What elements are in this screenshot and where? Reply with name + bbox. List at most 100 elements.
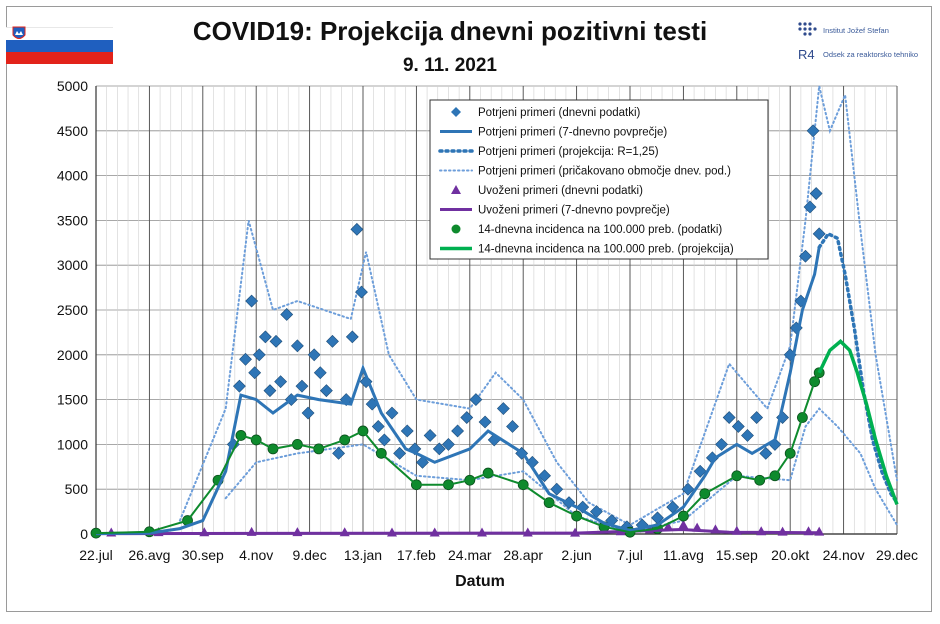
- imported-avg-line: [95, 527, 820, 536]
- daily-confirmed-point: [809, 187, 823, 200]
- r4-logo-text: R4: [798, 47, 815, 62]
- daily-confirmed-point: [239, 352, 252, 366]
- daily-confirmed-point: [741, 429, 754, 442]
- x-tick-label: 30.sep: [182, 547, 224, 563]
- daily-confirmed-point: [355, 285, 368, 299]
- daily-confirmed-point: [400, 424, 414, 438]
- coat-of-arms-icon: [12, 26, 26, 39]
- axis-layer: 0 500 1000 1500 2000 2500 3000 3500 4000 4500 5000…: [57, 78, 918, 563]
- chart-frame: [6, 6, 932, 612]
- daily-confirmed-point: [393, 446, 407, 460]
- legend-label: Uvoženi primeri (7-dnevno povprečje): [478, 205, 670, 217]
- incidence-data-line: [95, 372, 821, 535]
- legend-label: 14-dnevna incidenca na 100.000 preb. (pr…: [478, 244, 734, 256]
- legend-item: Potrjeni primeri (projekcija: R=1,25): [438, 146, 659, 158]
- daily-confirmed-point: [759, 446, 773, 460]
- y-tick-label: 2000: [57, 347, 88, 363]
- y-tick-label: 1500: [57, 392, 88, 408]
- y-tick-label: 0: [80, 526, 88, 542]
- daily-confirmed-point: [722, 411, 736, 424]
- legend-item: 14-dnevna incidenca na 100.000 preb. (po…: [451, 224, 722, 236]
- department-name: Odsek za reaktorsko tehniko: [823, 49, 919, 59]
- confirmed-avg-line: [95, 247, 821, 536]
- y-tick-label: 4000: [57, 168, 88, 184]
- y-tick-label: 3000: [57, 257, 88, 273]
- y-tick-label: 1000: [57, 436, 88, 452]
- ijs-logo-icon: [798, 22, 817, 36]
- daily-imported-point: [678, 519, 689, 529]
- institute-name: Institut Jožef Stefan: [823, 25, 889, 35]
- daily-confirmed-point: [460, 411, 474, 424]
- legend-label: 14-dnevna incidenca na 100.000 preb. (po…: [478, 224, 722, 236]
- daily-confirmed-point: [385, 406, 399, 420]
- daily-confirmed-point: [750, 411, 764, 424]
- daily-imported-point: [814, 526, 825, 536]
- expected-range-line: [178, 85, 898, 527]
- daily-confirmed-point: [313, 366, 327, 380]
- legend-item: Uvoženi primeri (dnevni podatki): [451, 185, 643, 197]
- daily-confirmed-point: [258, 330, 272, 344]
- incidence-projection-line: [817, 339, 899, 506]
- expected-range-line: [224, 407, 898, 534]
- daily-confirmed-point: [538, 469, 551, 483]
- daily-confirmed-point: [290, 339, 304, 353]
- line-layer: [95, 231, 899, 536]
- x-tick-label: 24.mar: [448, 547, 492, 563]
- daily-confirmed-point: [269, 334, 283, 348]
- daily-confirmed-point: [432, 442, 446, 456]
- daily-confirmed-point: [263, 384, 277, 398]
- daily-confirmed-point: [350, 222, 364, 236]
- daily-confirmed-point: [469, 393, 483, 407]
- legend-label: Potrjeni primeri (7-dnevno povprečje): [478, 127, 667, 139]
- daily-confirmed-point: [416, 455, 429, 469]
- daily-confirmed-point: [245, 294, 259, 308]
- x-tick-label: 17.feb: [397, 547, 436, 563]
- chart-date: 9. 11. 2021: [402, 55, 498, 76]
- daily-confirmed-point: [506, 420, 519, 433]
- daily-confirmed-point: [803, 200, 817, 214]
- legend-diamond-icon: [451, 107, 461, 117]
- y-tick-label: 3500: [57, 212, 88, 228]
- daily-confirmed-point: [307, 348, 321, 362]
- x-tick-label: 29.dec: [876, 547, 918, 563]
- daily-confirmed-point: [423, 429, 437, 442]
- daily-confirmed-point: [345, 330, 359, 344]
- daily-confirmed-point: [248, 366, 262, 380]
- daily-confirmed-point: [332, 446, 346, 460]
- legend-label: Potrjeni primeri (pričakovano območje dn…: [478, 166, 731, 178]
- legend-item: Uvoženi primeri (7-dnevno povprečje): [440, 205, 670, 217]
- daily-confirmed-point: [232, 379, 246, 393]
- x-tick-label: 20.okt: [771, 547, 809, 563]
- chart-title: COVID19: Projekcija dnevni pozitivni tes…: [192, 16, 708, 46]
- daily-confirmed-point: [812, 227, 826, 241]
- legend: Potrjeni primeri (dnevni podatki) Potrjen…: [429, 99, 769, 260]
- daily-confirmed-point: [377, 433, 391, 447]
- x-tick-label: 26.avg: [128, 547, 170, 563]
- daily-confirmed-point: [442, 437, 455, 451]
- x-tick-label: 28.apr: [503, 547, 543, 563]
- y-tick-label: 500: [65, 481, 89, 497]
- x-tick-label: 24.nov: [823, 547, 865, 563]
- x-tick-label: 11.avg: [663, 547, 704, 563]
- x-tick-label: 4.nov: [239, 547, 273, 563]
- confirmed-projection-line: [817, 231, 899, 505]
- y-tick-label: 4500: [57, 123, 88, 139]
- slovenia-flag: [6, 27, 113, 64]
- legend-item: Potrjeni primeri (7-dnevno povprečje): [440, 127, 667, 139]
- x-tick-label: 9.dec: [292, 547, 326, 563]
- daily-confirmed-point: [326, 334, 339, 348]
- daily-confirmed-point: [776, 411, 789, 424]
- daily-confirmed-point: [252, 348, 266, 362]
- legend-label: Uvoženi primeri (dnevni podatki): [478, 185, 643, 197]
- daily-confirmed-point: [731, 420, 745, 433]
- daily-confirmed-point: [280, 308, 294, 321]
- legend-box: [429, 99, 769, 260]
- daily-confirmed-point: [478, 415, 492, 429]
- legend-triangle-icon: [451, 185, 461, 194]
- r4-logo-icon: R4: [798, 47, 815, 62]
- daily-confirmed-point: [681, 482, 695, 496]
- daily-confirmed-point: [496, 402, 510, 415]
- daily-confirmed-point: [274, 375, 288, 389]
- daily-confirmed-point: [451, 424, 465, 438]
